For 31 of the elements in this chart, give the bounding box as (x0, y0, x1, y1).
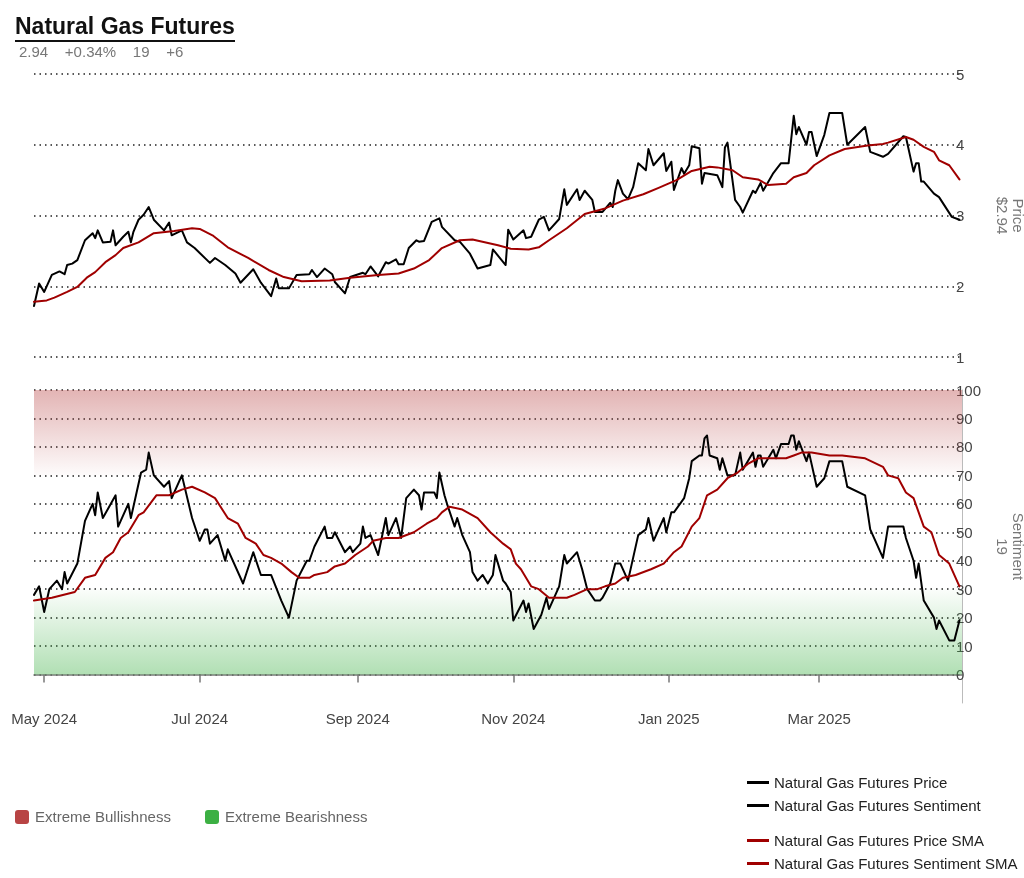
x-tick-label: Nov 2024 (481, 710, 546, 727)
y-tick-label: 50 (956, 523, 973, 541)
legend-label: Natural Gas Futures Sentiment (774, 797, 982, 814)
chart-title: Natural Gas Futures (15, 12, 235, 42)
chart-subtitle: 2.94 +0.34% 19 +6 (18, 43, 185, 60)
legend-label: Natural Gas Futures Price SMA (774, 832, 985, 849)
y-tick-label: 10 (956, 637, 973, 655)
x-tick-label: Mar 2025 (787, 710, 851, 727)
y-tick-label: 20 (956, 609, 973, 627)
y-tick-label: 30 (956, 580, 973, 598)
legend-label: Extreme Bullishness (35, 808, 171, 825)
y-tick-label: 5 (956, 65, 965, 83)
y-tick-label: 60 (956, 495, 973, 513)
y-tick-label: 1 (956, 348, 965, 366)
x-tick-label: Jan 2025 (637, 710, 700, 727)
y-axis-title: Price $2.94 (993, 196, 1024, 235)
y-tick-label: 100 (956, 381, 982, 399)
y-tick-label: 4 (956, 136, 965, 154)
legend-label: Natural Gas Futures Sentiment SMA (774, 855, 1018, 872)
y-tick-label: 2 (956, 277, 965, 295)
x-tick-label: May 2024 (11, 710, 78, 727)
x-tick-label: Sep 2024 (325, 710, 390, 727)
legend-label: Extreme Bearishness (224, 808, 368, 825)
legend-label: Natural Gas Futures Price (774, 774, 948, 791)
y-tick-label: 90 (956, 409, 973, 427)
y-tick-label: 40 (956, 552, 973, 570)
y-tick-label: 80 (956, 438, 973, 456)
y-tick-label: 0 (956, 666, 965, 684)
x-tick-label: Jul 2024 (171, 710, 229, 727)
y-axis-title: Sentiment 19 (993, 512, 1024, 582)
y-tick-label: 70 (956, 466, 973, 484)
